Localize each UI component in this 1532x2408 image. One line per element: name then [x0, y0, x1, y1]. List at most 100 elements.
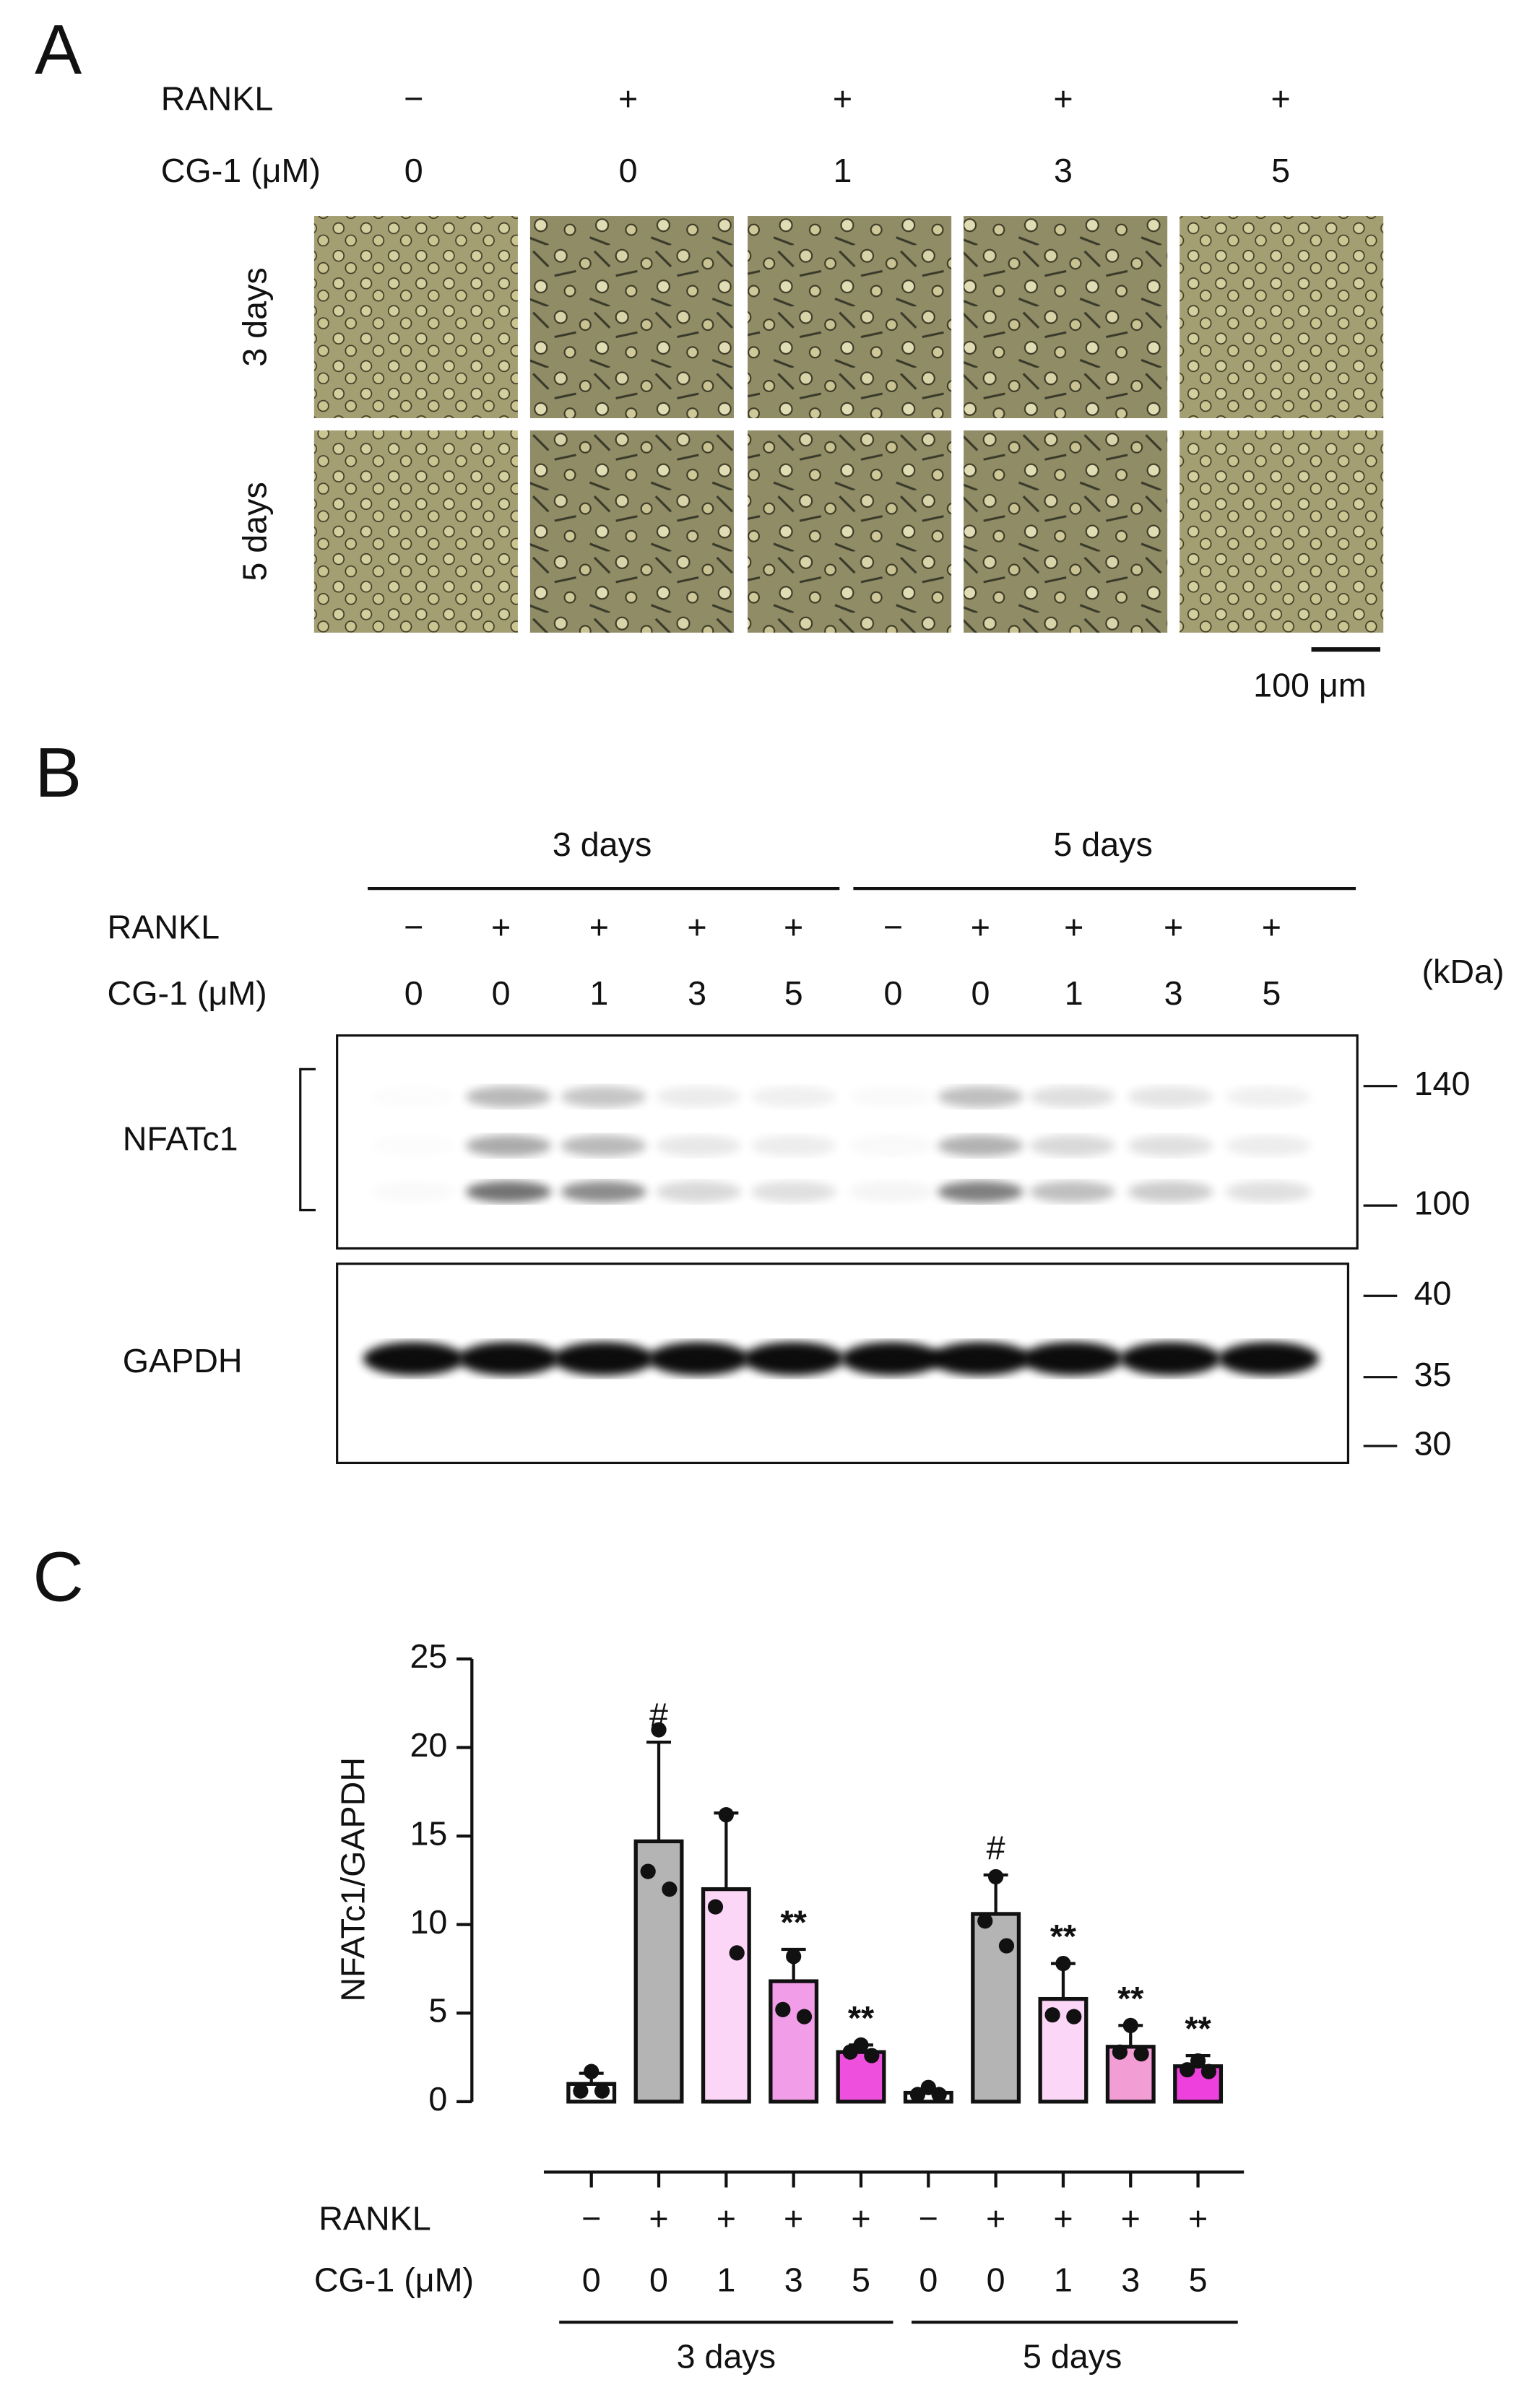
data-point — [1112, 2044, 1128, 2060]
x-tick-label: 5 — [852, 2261, 870, 2298]
blot-band — [1128, 1181, 1213, 1203]
row-label: CG-1 (μM) — [161, 152, 321, 189]
blot-band — [1029, 1086, 1116, 1108]
blot-band — [849, 1181, 935, 1203]
blot-band — [930, 1341, 1031, 1376]
rankl-sign: + — [784, 2200, 803, 2238]
x-tick-label: 5 — [1189, 2261, 1208, 2298]
cg1-dose: 5 — [1262, 974, 1281, 1012]
data-point — [1180, 2062, 1195, 2078]
data-point — [573, 2083, 589, 2099]
blot-band — [1120, 1341, 1221, 1376]
cg1-dose: 0 — [971, 974, 990, 1012]
blot-band — [561, 1086, 647, 1108]
cg1-dose: 0 — [619, 152, 638, 189]
blot-band — [465, 1135, 552, 1157]
rankl-sign: + — [971, 909, 990, 946]
y-tick-label: 0 — [428, 2080, 447, 2118]
micrograph — [313, 216, 518, 418]
blot-band — [648, 1341, 750, 1376]
data-point — [864, 2048, 880, 2063]
blot-band — [841, 1341, 943, 1376]
data-point — [1190, 2053, 1206, 2069]
blot-band — [938, 1086, 1024, 1108]
panel-label: C — [33, 1538, 83, 1616]
blot-band — [1128, 1086, 1213, 1108]
blot-band — [849, 1135, 935, 1157]
rankl-sign: − — [404, 909, 423, 946]
y-tick-label: 5 — [428, 1992, 447, 2030]
panel-label: B — [35, 733, 82, 812]
x-tick-label: 1 — [717, 2261, 735, 2298]
data-point — [729, 1945, 745, 1961]
marker-label: 100 — [1414, 1184, 1471, 1221]
rankl-sign: + — [833, 79, 852, 117]
cg1-dose: 3 — [688, 974, 706, 1012]
rankl-sign: + — [1271, 79, 1290, 117]
blot-band — [750, 1135, 837, 1157]
micrograph — [964, 216, 1168, 418]
blot-band — [363, 1341, 464, 1376]
row-label: CG-1 (μM) — [314, 2261, 474, 2298]
data-point — [988, 1868, 1004, 1885]
blot-name: NFATc1 — [123, 1119, 238, 1157]
blot-band — [371, 1086, 456, 1108]
x-tick-label: 0 — [649, 2261, 668, 2298]
rankl-sign: + — [986, 2200, 1005, 2238]
cg1-dose: 5 — [784, 974, 803, 1012]
data-point — [1200, 2063, 1217, 2079]
data-point — [786, 1949, 802, 1965]
data-point — [796, 2009, 813, 2024]
group-label: 3 days — [677, 2337, 776, 2375]
micrograph — [1180, 216, 1384, 418]
rankl-sign: + — [1053, 2200, 1073, 2238]
rankl-sign: + — [1164, 909, 1183, 946]
significance-label: # — [987, 1829, 1005, 1866]
marker-label: 40 — [1414, 1275, 1452, 1312]
micrograph — [529, 216, 734, 418]
data-point — [1122, 2017, 1138, 2034]
blot-name: GAPDH — [123, 1342, 243, 1380]
significance-label: ** — [1117, 1980, 1144, 2017]
blot-band — [1029, 1181, 1116, 1203]
rankl-sign: + — [589, 909, 609, 946]
row-label: RANKL — [108, 909, 220, 946]
x-tick-label: 3 — [1121, 2261, 1140, 2298]
data-point — [931, 2087, 947, 2102]
data-point — [594, 2083, 610, 2099]
blot-band — [465, 1181, 552, 1203]
blot-band — [561, 1135, 647, 1157]
rankl-sign: − — [919, 2200, 938, 2238]
x-tick-label: 3 — [784, 2261, 803, 2298]
data-point — [1133, 2046, 1149, 2062]
y-axis-label: NFATc1/GAPDH — [334, 1757, 371, 2002]
y-tick-label: 10 — [410, 1903, 447, 1941]
panel-label: A — [35, 10, 82, 89]
group-label: 5 days — [1023, 2337, 1122, 2375]
cg1-dose: 0 — [404, 152, 423, 189]
data-point — [640, 1863, 656, 1879]
blot-band — [655, 1135, 742, 1157]
data-point — [662, 1881, 678, 1897]
data-point — [1066, 2009, 1082, 2024]
blot-band — [938, 1181, 1024, 1203]
scale-bar-label: 100 μm — [1253, 667, 1367, 704]
rankl-sign: + — [851, 2200, 870, 2238]
micrograph — [748, 430, 952, 633]
cg1-dose: 0 — [884, 974, 903, 1012]
micrograph — [748, 216, 952, 418]
rankl-sign: + — [784, 909, 803, 946]
rankl-sign: + — [1188, 2200, 1208, 2238]
blot-band — [458, 1341, 560, 1376]
cg1-dose: 3 — [1164, 974, 1183, 1012]
data-point — [909, 2087, 926, 2102]
cg1-dose: 3 — [1054, 152, 1073, 189]
blot-band — [1225, 1181, 1312, 1203]
data-point — [707, 1899, 724, 1915]
rankl-sign: + — [1121, 2200, 1141, 2238]
data-point — [651, 1722, 667, 1738]
data-point — [775, 2001, 791, 2017]
cg1-dose: 1 — [1065, 974, 1083, 1012]
rankl-sign: − — [404, 79, 423, 117]
